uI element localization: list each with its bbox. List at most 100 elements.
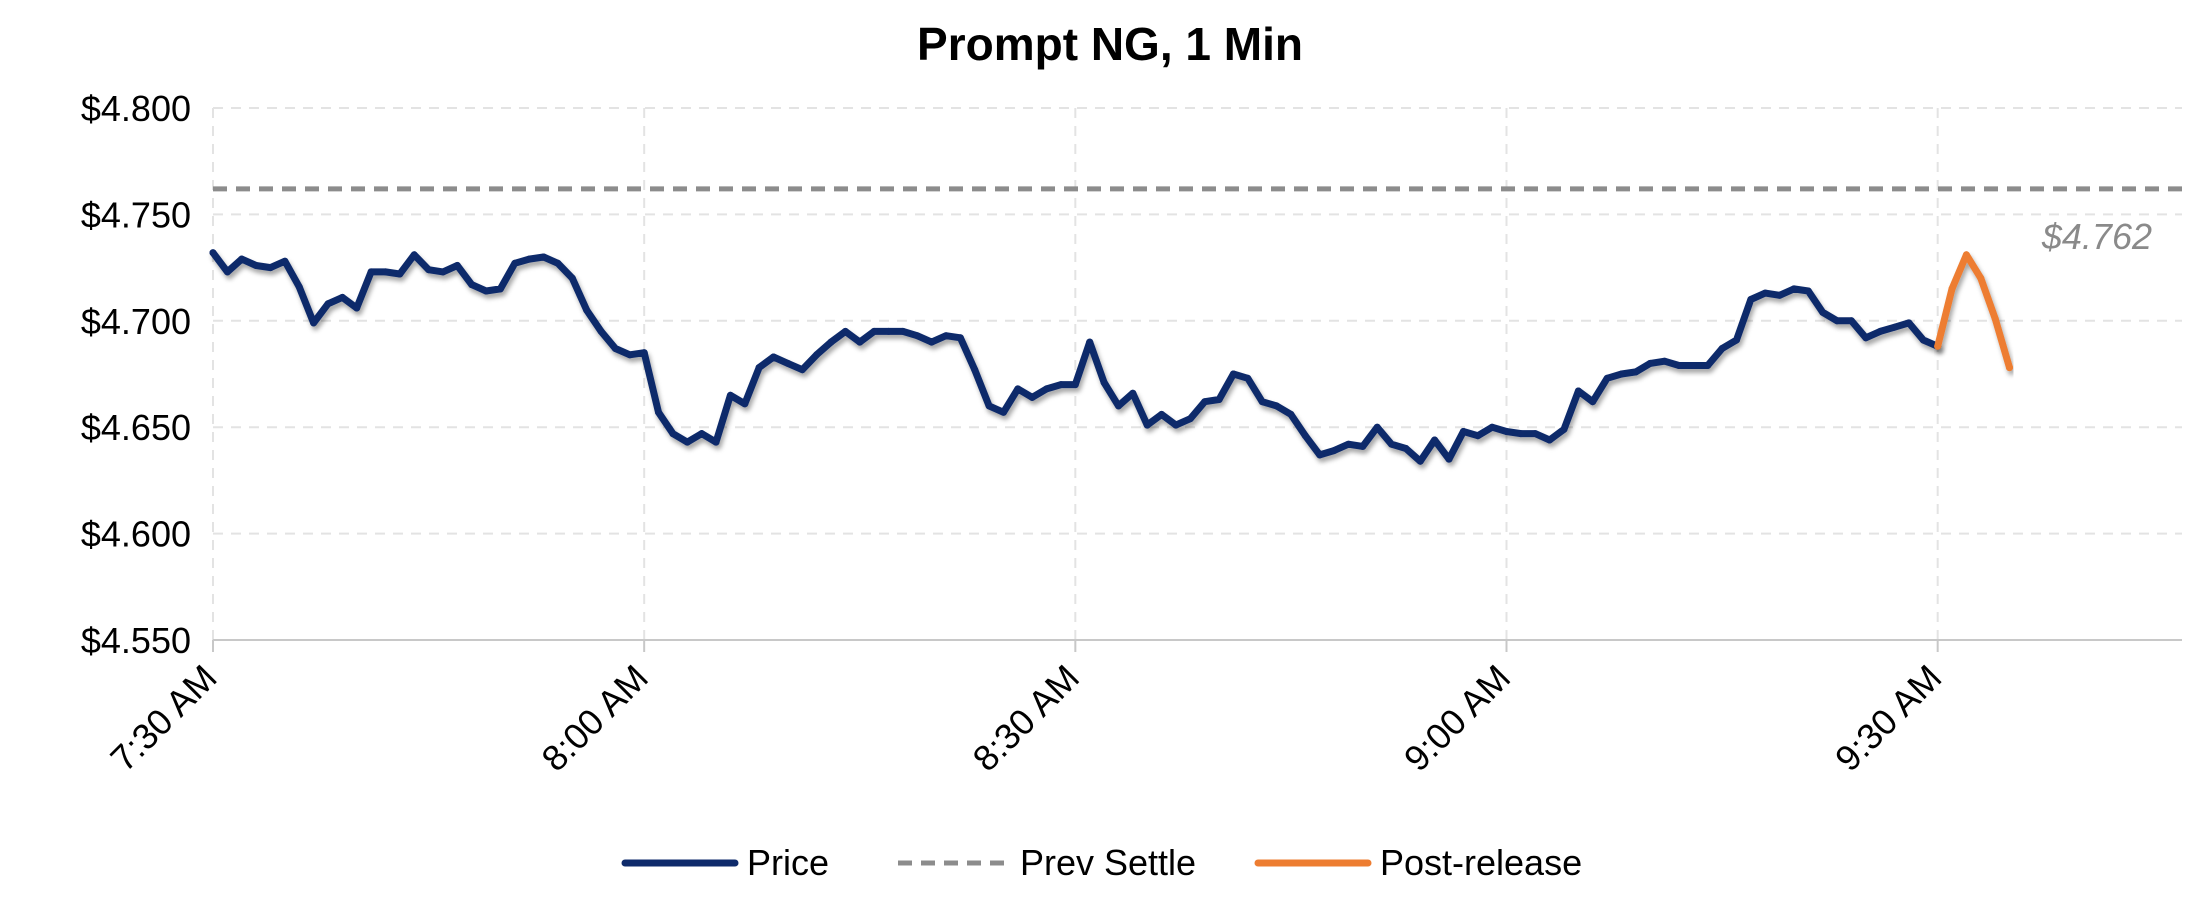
price-point [353,304,361,312]
price-point [1632,368,1640,376]
price-point [511,259,519,267]
price-point [1761,289,1769,297]
price-point [252,262,260,269]
price-point [367,268,375,276]
price-point [1646,359,1654,367]
legend-label-post-release: Post-release [1380,842,1582,883]
price-point [841,327,849,335]
post-release-point [1991,315,1999,323]
price-point [956,334,964,342]
price-point [1028,393,1036,401]
price-point [1517,430,1525,438]
price-point [1100,379,1108,386]
price-point [496,285,504,293]
price-point [1905,319,1913,327]
price-point [655,408,662,416]
price-point [683,438,691,446]
price-point [1876,327,1884,335]
price-point [1402,445,1410,452]
legend-label-prev-settle: Prev Settle [1020,842,1196,883]
price-point [1790,285,1798,293]
price-point [1618,370,1625,378]
price-point [626,351,634,359]
price-point [1330,447,1338,455]
price-point [712,438,720,446]
price-point [942,332,950,340]
price-point [1000,408,1007,416]
price-point [928,338,936,346]
price-point [1488,423,1496,431]
price-point [583,306,591,314]
price-point [1115,402,1122,410]
y-axis-ticks: $4.800 $4.750 $4.700 $4.650 $4.600 $4.550 [81,88,191,661]
price-point [1747,296,1755,303]
price-point [410,251,418,259]
price-point [1373,423,1381,431]
price-point [856,338,864,346]
price-point [755,364,763,372]
x-tick-label: 8:30 AM [965,657,1087,779]
price-point [1560,425,1568,433]
post-release-point [1948,285,1956,293]
post-release-point [2006,364,2013,372]
price-point [1258,398,1266,406]
price-point [1546,436,1554,444]
x-tick-label: 9:30 AM [1827,657,1949,779]
price-point [1574,387,1582,395]
price-point [726,391,734,399]
price-point [698,430,706,438]
price-point [1733,336,1740,344]
price-point [870,327,878,335]
price-point [324,300,332,308]
price-point [209,249,217,257]
price-point [1071,381,1079,389]
x-tick-label: 9:00 AM [1396,657,1518,779]
post-release-point [1977,274,1985,282]
post-release-point [1934,342,1942,350]
price-point [281,257,289,265]
y-tick-label: $4.550 [81,620,191,661]
price-point [1273,402,1280,410]
price-point [1344,440,1352,448]
price-point [669,430,677,438]
price-point [1186,415,1194,423]
y-tick-label: $4.800 [81,88,191,129]
price-point [1359,442,1367,450]
price-point [453,262,461,269]
price-point [770,353,777,361]
post-release-line [1934,251,2013,372]
price-point [813,351,821,359]
price-point [1316,451,1324,459]
price-point [1503,428,1510,435]
price-point [1459,428,1467,435]
price-point [1776,291,1784,299]
reference-line-group: $4.762 [213,186,2182,257]
price-point [238,255,246,263]
price-point [971,366,979,374]
price-point [568,274,576,282]
prev-settle-label: $4.762 [2041,216,2152,257]
price-point [468,281,476,289]
price-point [295,283,303,291]
x-tick-label: 8:00 AM [533,657,655,779]
y-tick-label: $4.650 [81,407,191,448]
price-point [1689,362,1697,369]
price-point [1531,430,1539,438]
price-point [554,259,562,267]
price-point [1086,338,1094,346]
price-point [396,270,404,278]
chart-title: Prompt NG, 1 Min [917,18,1303,70]
price-point [1891,323,1899,331]
price-point [1589,398,1597,406]
price-point [1474,432,1482,440]
price-point [885,327,892,335]
legend: Price Prev Settle Post-release [621,842,1582,883]
price-point [1603,374,1611,382]
price-point [1388,440,1395,448]
grid [212,107,2182,641]
price-point [1718,345,1726,352]
price-point [1833,317,1841,325]
price-point [611,345,619,352]
price-point [827,338,835,346]
